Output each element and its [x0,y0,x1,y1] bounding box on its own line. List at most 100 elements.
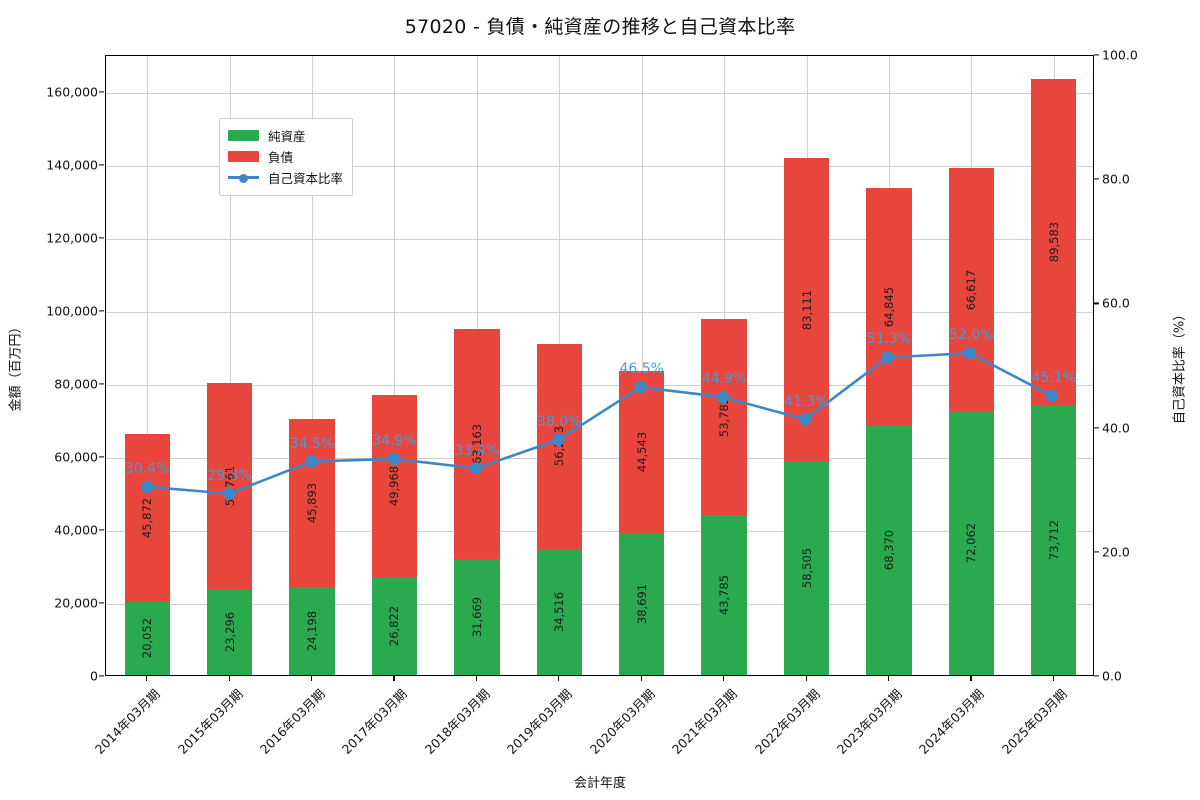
stacked-bar[interactable]: 58,505 83,111 [783,157,830,675]
y-axis-tick-mark [99,675,104,677]
ratio-data-point[interactable] [223,487,236,500]
y-axis-tick-label: 140,000 [46,157,98,173]
secondary-y-axis-tick-mark [1094,54,1099,56]
gridline-vertical [394,56,396,675]
stacked-bar[interactable]: 23,296 56,761 [206,382,253,675]
y-axis-tick-mark [99,237,104,239]
stacked-bar[interactable]: 38,691 44,543 [619,370,665,675]
ratio-data-point[interactable] [305,455,318,468]
legend-item-liabilities: 負債 [228,146,343,167]
ratio-data-point[interactable] [798,413,812,426]
x-axis-tick-label: 2025年03月期 [998,686,1070,757]
ratio-data-point[interactable] [469,462,483,475]
x-axis-tick-mark [393,676,395,681]
legend-item-equity-ratio: 自己資本比率 [228,167,343,188]
x-axis-tick-mark [887,676,890,681]
bar-segment-equity[interactable]: 38,691 [619,533,665,675]
ratio-data-point[interactable] [634,380,647,394]
bar-segment-liabilities[interactable]: 44,543 [619,370,665,534]
stacked-bar[interactable]: 34,516 56,233 [536,343,582,675]
bar-segment-liabilities[interactable]: 89,583 [1031,78,1077,406]
ratio-data-point[interactable] [716,390,730,404]
bar-segment-equity[interactable]: 31,669 [454,559,500,675]
gridline-vertical [229,56,231,675]
gridline-vertical [312,56,314,675]
stacked-bar[interactable]: 43,785 53,782 [701,318,747,675]
bar-segment-liabilities[interactable]: 83,111 [783,157,830,462]
secondary-y-axis-tick-label: 40.0 [1102,420,1130,436]
ratio-data-point[interactable] [552,433,565,446]
x-axis-tick-label: 2014年03月期 [92,686,163,757]
y-axis-tick-mark [99,310,104,312]
ratio-value-label: 30.4% [124,461,170,478]
y-axis-tick-mark [99,163,104,166]
secondary-y-axis-tick-label: 80.0 [1102,171,1130,187]
bar-segment-equity[interactable]: 72,062 [948,411,995,675]
bar-segment-equity[interactable]: 26,822 [371,577,418,675]
stacked-bar[interactable]: 26,822 49,968 [371,394,418,675]
ratio-data-point[interactable] [1045,389,1059,403]
y-axis-tick-label: 160,000 [46,84,98,100]
y-axis-tick-label: 80,000 [54,376,98,392]
x-axis-tick-label: 2018年03月期 [421,686,493,757]
secondary-y-axis-tick-label: 0.0 [1102,668,1122,684]
legend-label-equity-ratio: 自己資本比率 [268,171,344,186]
bar-segment-liabilities[interactable]: 53,782 [701,318,747,516]
x-axis-tick-mark [228,676,230,681]
secondary-y-axis-tick-mark [1094,551,1099,553]
stacked-bar[interactable]: 73,712 89,583 [1031,78,1077,675]
secondary-y-axis-tick-mark [1094,302,1099,304]
bar-segment-equity[interactable]: 23,296 [206,589,253,675]
bar-segment-equity[interactable]: 68,370 [866,425,912,675]
gridline-horizontal [106,603,1093,605]
legend-label-equity: 純資産 [268,129,306,144]
x-axis-tick-mark [475,676,478,681]
gridline-horizontal [106,165,1093,167]
bar-segment-liabilities[interactable]: 49,968 [371,394,418,578]
x-axis-tick-label: 2021年03月期 [668,686,740,757]
ratio-data-point[interactable] [963,346,976,360]
ratio-value-label: 51.3% [866,331,912,348]
x-axis-tick-label: 2016年03月期 [256,686,328,757]
legend-swatch-liabilities [228,151,259,162]
y-axis-tick-mark [99,383,104,385]
y-axis-tick-label: 120,000 [46,230,98,246]
stacked-bar[interactable]: 31,669 63,163 [454,328,500,675]
ratio-value-label: 52.0% [949,327,994,344]
ratio-line-series [140,346,1059,500]
bar-segment-liabilities[interactable]: 63,163 [454,328,500,560]
bar-segment-equity[interactable]: 20,052 [124,601,170,675]
bar-segment-equity[interactable]: 24,198 [289,586,335,675]
y-axis-tick-mark [99,90,104,93]
stacked-bar[interactable]: 24,198 45,893 [289,418,335,675]
x-axis-tick-label: 2020年03月期 [586,686,658,757]
y-axis-tick-label: 20,000 [54,595,98,611]
gridline-vertical [641,56,643,675]
ratio-data-point[interactable] [387,452,401,466]
x-axis-tick-mark [723,676,725,681]
secondary-y-axis-label: 自己資本比率（%） [1172,307,1188,425]
y-axis-tick-label: 60,000 [54,449,98,465]
ratio-value-label: 29.3% [207,468,252,485]
x-axis-label: 会計年度 [573,776,627,791]
bar-segment-liabilities[interactable]: 56,233 [536,343,582,549]
bar-segment-equity[interactable]: 58,505 [783,461,830,675]
bar-segment-equity[interactable]: 43,785 [701,515,747,675]
ratio-value-label: 33.4% [454,442,500,459]
x-axis-tick-label: 2023年03月期 [833,686,905,757]
stacked-bar[interactable]: 20,052 45,872 [124,434,170,675]
bar-segment-liabilities[interactable]: 45,893 [289,418,335,587]
stacked-bar[interactable]: 68,370 64,845 [866,188,912,675]
ratio-data-point[interactable] [881,351,894,364]
bar-segment-equity[interactable]: 34,516 [536,548,582,675]
ratio-data-point[interactable] [140,480,154,494]
bar-segment-equity[interactable]: 73,712 [1031,405,1077,675]
bar-segment-liabilities[interactable]: 64,845 [866,188,912,426]
x-axis-tick-mark [1052,676,1054,681]
y-axis-tick-label: 40,000 [54,522,98,538]
bar-segment-liabilities[interactable]: 66,617 [948,168,995,412]
stacked-bar[interactable]: 72,062 66,617 [948,168,995,675]
x-axis-tick-mark [146,676,148,681]
bar-segment-liabilities[interactable]: 45,872 [124,434,170,602]
